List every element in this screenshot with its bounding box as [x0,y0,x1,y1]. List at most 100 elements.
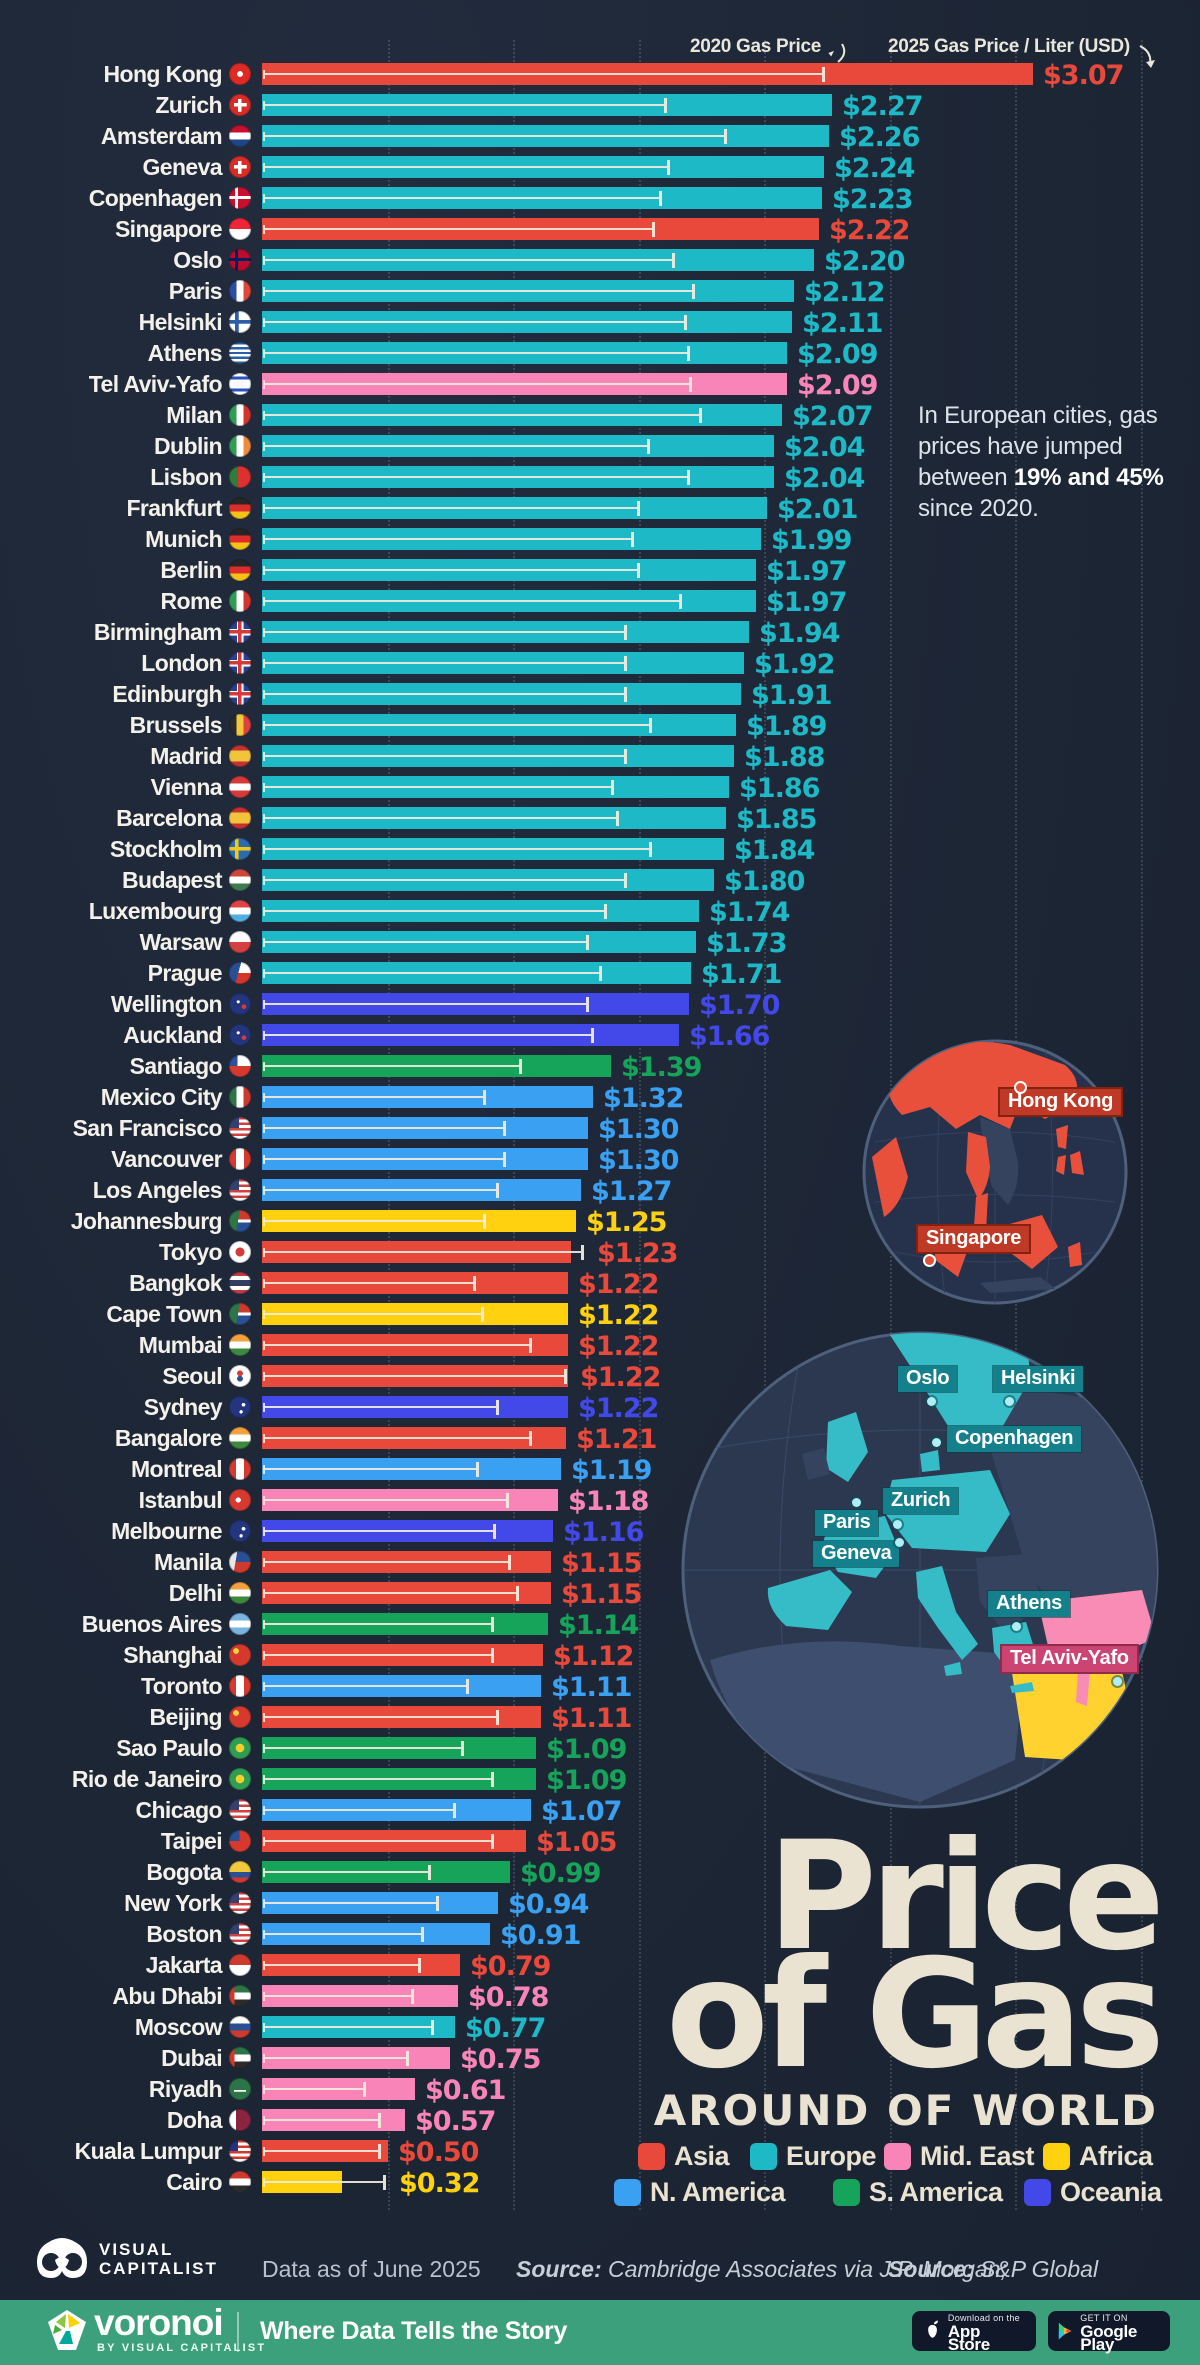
lu-flag-icon [229,900,251,922]
chart-row-moscow: Moscow $0.77 [0,2012,1200,2044]
chart-row-dubai: Dubai $0.75 [0,2043,1200,2075]
price-2020-tick [687,346,690,361]
price-2020-line-start-cap [263,1558,265,1567]
chart-row-brussels: Brussels $1.89 [0,710,1200,742]
chart-row-kuala-lumpur: Kuala Lumpur $0.50 [0,2136,1200,2168]
price-2020-line-start-cap [263,2116,265,2125]
chart-row-vancouver: Vancouver $1.30 [0,1144,1200,1176]
price-2020-line [263,2181,383,2183]
price-2020-line-start-cap [263,101,265,110]
city-label: Johannesburg [70,1208,223,1234]
chart-row-toronto: Toronto $1.11 [0,1671,1200,1703]
price-2020-line [263,1561,508,1563]
arrow-to-2025-value [1139,45,1155,68]
price-2020-line-start-cap [263,411,265,420]
app-store-badge[interactable]: Download on the App Store [912,2311,1036,2353]
price-2020-tick [461,1741,464,1756]
price-value-label: $1.22 [578,1393,659,1424]
price-value-label: $1.88 [744,742,825,773]
price-2020-line-start-cap [263,1403,265,1412]
price-2020-tick [611,780,614,795]
city-label: Vancouver [111,1146,223,1172]
price-2020-line-start-cap [263,1062,265,1071]
chart-row-barcelona: Barcelona $1.85 [0,803,1200,835]
chart-row-wellington: Wellington $1.70 [0,989,1200,1021]
us-flag-icon [229,1799,251,1821]
chart-row-delhi: Delhi $1.15 [0,1578,1200,1610]
city-label: Buenos Aires [81,1611,223,1637]
price-value-label: $1.71 [701,959,782,990]
price-2020-line-start-cap [263,70,265,79]
price-2020-tick [483,1090,486,1105]
price-2020-line [263,1220,483,1222]
chart-row-geneva: Geneva $2.24 [0,152,1200,184]
hk-flag-icon [229,63,251,85]
chart-row-bogota: Bogota $0.99 [0,1857,1200,1889]
chart-row-lisbon: Lisbon $2.04 [0,462,1200,494]
price-value-label: $1.21 [576,1424,657,1455]
city-label: Sao Paulo [116,1735,222,1761]
price-2020-line-start-cap [263,969,265,978]
source-main-text: Cambridge Associates via J.P. Morgan; [608,2256,1007,2282]
city-label: Dublin [154,433,223,459]
price-2020-line [263,1282,473,1284]
chart-row-birmingham: Birmingham $1.94 [0,617,1200,649]
city-label: Rome [160,588,222,614]
price-2020-tick [428,1865,431,1880]
us-flag-icon [229,1179,251,1201]
price-value-label: $2.09 [797,370,878,401]
price-value-label: $1.94 [759,618,840,649]
city-label: Abu Dhabi [112,1983,222,2009]
title-subtitle: AROUND OF WORLD [653,2086,1158,2135]
br-flag-icon [229,1737,251,1759]
title-line-2: of Gas [665,1928,1165,2102]
chart-row-paris: Paris $2.12 [0,276,1200,308]
price-value-label: $2.22 [829,215,910,246]
price-2020-line [263,290,692,292]
city-label: Delhi [168,1580,223,1606]
tr-flag-icon [229,1489,251,1511]
map-city-dot [1012,1622,1021,1631]
price-2020-line [263,1189,496,1191]
chart-row-dublin: Dublin $2.04 [0,431,1200,463]
price-2020-line-start-cap [263,1341,265,1350]
price-2020-line-start-cap [263,163,265,172]
price-2020-line [263,2088,363,2090]
city-label: Madrid [150,743,222,769]
price-2020-tick [406,2051,409,2066]
price-2020-line [263,1654,491,1656]
app-store-badge-top: Download on the [947,2312,1020,2323]
price-2020-line-start-cap [263,1682,265,1691]
gridline-3.5 [1140,40,1143,2210]
city-label: Vienna [150,774,223,800]
qa-flag-icon [229,2109,251,2131]
uk-flag-icon [229,652,251,674]
price-2020-line [263,1034,591,1036]
price-2020-line-start-cap [263,628,265,637]
price-2020-tick [506,1493,509,1508]
city-label: Bangkok [129,1270,223,1296]
price-value-label: $1.23 [597,1238,678,1269]
city-label: Singapore [114,216,223,242]
map-label-singapore: Singapore [918,1226,1030,1252]
price-value-label: $0.77 [465,2013,546,2044]
city-label: Taipei [160,1828,223,1854]
price-2020-tick [503,1152,506,1167]
price-2020-tick [466,1679,469,1694]
price-2020-tick [679,594,682,609]
price-2020-tick [421,1927,424,1942]
price-value-label: $1.14 [558,1610,639,1641]
chart-row-riyadh: Riyadh $0.61 [0,2074,1200,2106]
price-2020-line [263,1251,581,1253]
price-2020-line [263,228,652,230]
voronoi-tagline: Where Data Tells the Story [260,2317,568,2345]
price-value-label: $0.57 [415,2106,496,2137]
price-2020-line-start-cap [263,597,265,606]
price-2020-line [263,1995,411,1997]
google-play-badge[interactable]: GET IT ON Google Play [1048,2311,1170,2353]
price-2020-line [263,104,664,106]
chart-row-shanghai: Shanghai $1.12 [0,1640,1200,1672]
price-2020-tick [649,718,652,733]
ar-flag-icon [229,1613,251,1635]
price-value-label: $1.70 [699,990,780,1021]
